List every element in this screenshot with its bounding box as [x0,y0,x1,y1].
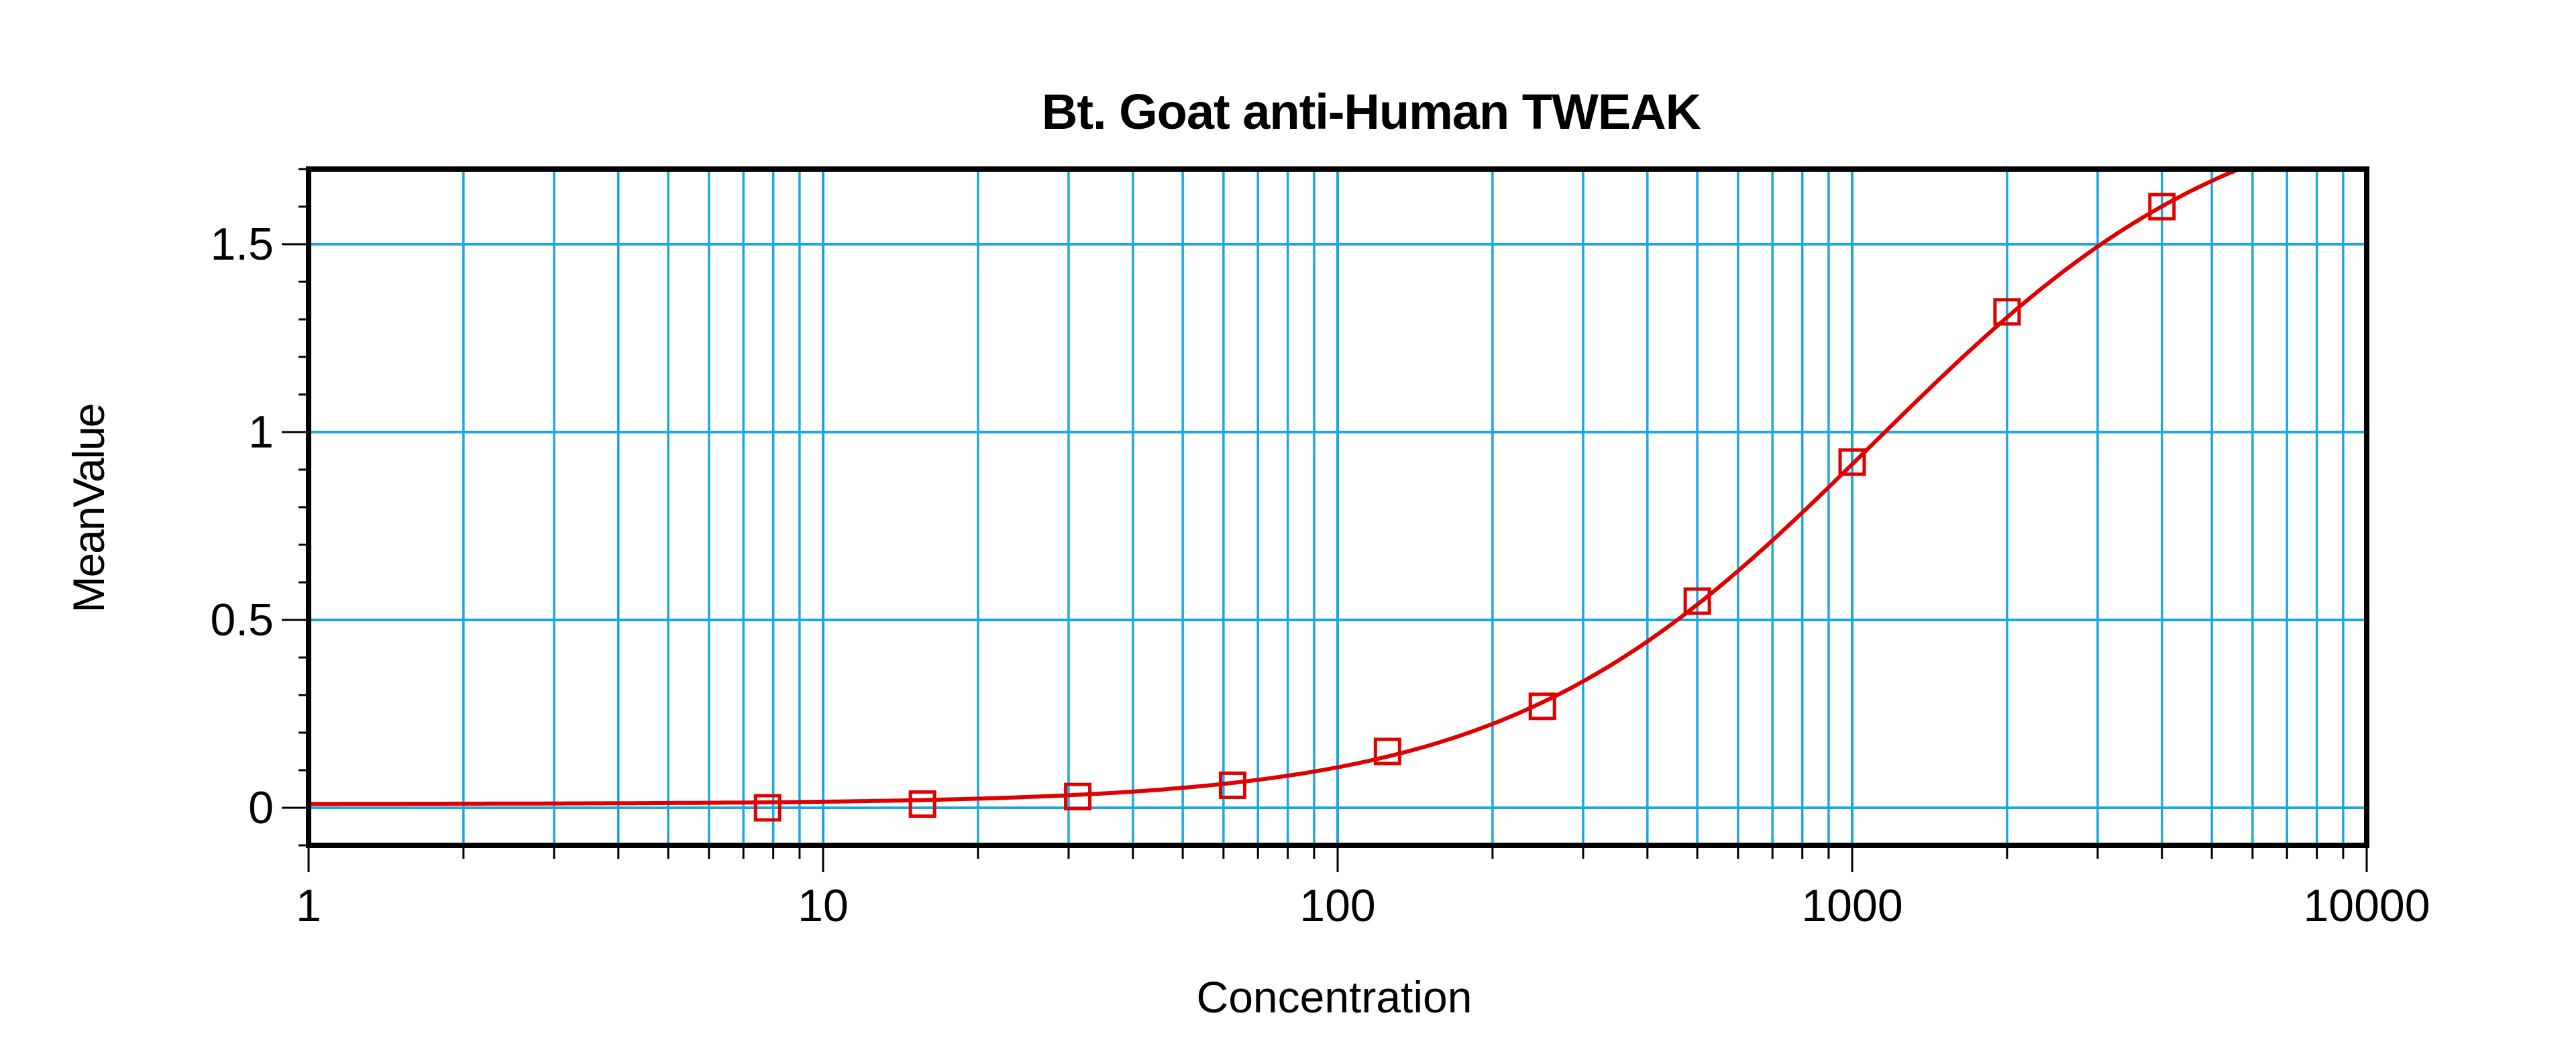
x-tick-label: 10 [798,880,849,931]
data-point-marker [1838,448,1866,476]
data-point-marker [1683,587,1711,615]
x-axis-label: Concentration [1196,972,1472,1022]
data-point-marker [908,790,936,818]
data-point-marker [1218,771,1246,799]
data-point-marker [753,794,782,822]
data-point-marker [1064,782,1092,810]
chart-title: Bt. Goat anti-Human TWEAK [1041,84,1701,140]
data-point-marker [2148,193,2176,221]
fit-curve [309,169,2245,806]
x-tick-label: 10000 [2303,880,2430,931]
y-axis-label: MeanValue [64,404,113,613]
x-tick-label: 1000 [1801,880,1903,931]
x-tick-label: 100 [1299,880,1376,931]
y-tick-label: 1 [248,407,274,458]
y-tick-label: 1.5 [210,219,274,270]
data-point-marker [1993,298,2021,326]
y-tick-label: 0 [248,782,274,833]
x-tick-label: 1 [296,880,321,931]
data-point-marker [1528,692,1556,721]
data-point-marker [1373,737,1401,766]
y-tick-label: 0.5 [210,594,274,645]
